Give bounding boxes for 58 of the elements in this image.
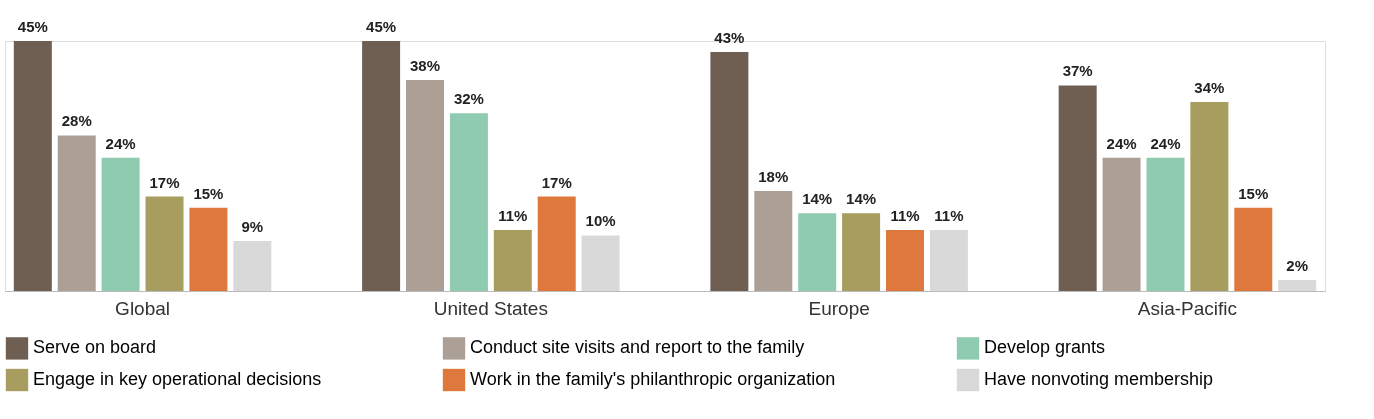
bar [1190, 102, 1229, 291]
data-label: 14% [802, 190, 833, 208]
bar [537, 196, 576, 291]
bar [493, 229, 532, 291]
bar [1102, 157, 1141, 291]
bar [929, 229, 968, 291]
bar [13, 41, 52, 291]
x-tick-label: Global [115, 297, 171, 319]
bar [754, 191, 793, 291]
legend-label: Engage in key operational decisions [33, 369, 322, 389]
legend-label: Develop grants [984, 337, 1106, 358]
data-label: 17% [149, 173, 180, 191]
legend-label: Conduct site visits and report to the family [470, 337, 805, 358]
data-label: 24% [1106, 134, 1137, 152]
x-tick-label: United States [433, 297, 548, 319]
data-label: 37% [1062, 62, 1093, 80]
bar [710, 52, 749, 291]
bar [1278, 279, 1317, 291]
data-label: 28% [61, 112, 92, 130]
bar [233, 241, 272, 291]
data-label: 24% [105, 134, 136, 152]
data-label: 11% [934, 206, 964, 224]
bar [1058, 85, 1097, 291]
data-label: 11% [890, 206, 920, 224]
data-label: 17% [541, 173, 572, 191]
data-label: 34% [1194, 79, 1225, 97]
bar [449, 113, 488, 291]
data-label: 10% [585, 212, 616, 230]
bar [885, 229, 924, 291]
data-label: 18% [758, 168, 789, 185]
legend-label: Work in the family's philanthropic organization [470, 369, 836, 389]
data-label: 11% [498, 206, 528, 224]
bar [406, 79, 445, 291]
data-label: 45% [17, 18, 48, 35]
data-label: 24% [1150, 134, 1181, 152]
bar [842, 213, 881, 291]
data-label: 14% [846, 190, 877, 208]
data-label: 15% [193, 184, 224, 202]
legend-label: Have nonvoting membership [984, 369, 1214, 389]
bar [1234, 207, 1273, 291]
data-label: 43% [714, 29, 745, 47]
bar [189, 207, 228, 291]
data-label: 2% [1286, 256, 1309, 274]
bar [145, 196, 184, 291]
data-label: 9% [241, 218, 264, 235]
bar [362, 41, 401, 291]
data-label: 45% [366, 18, 397, 35]
data-label: 32% [453, 90, 484, 108]
bar [798, 213, 837, 291]
x-tick-label: Europe [808, 297, 870, 319]
x-tick-label: Asia-Pacific [1137, 297, 1238, 319]
bar [57, 135, 96, 291]
bar [581, 235, 620, 291]
data-label: 15% [1238, 184, 1269, 202]
bar [101, 157, 140, 291]
data-label: 38% [409, 56, 441, 74]
legend-label: Serve on board [33, 337, 157, 358]
bar [1146, 157, 1185, 291]
